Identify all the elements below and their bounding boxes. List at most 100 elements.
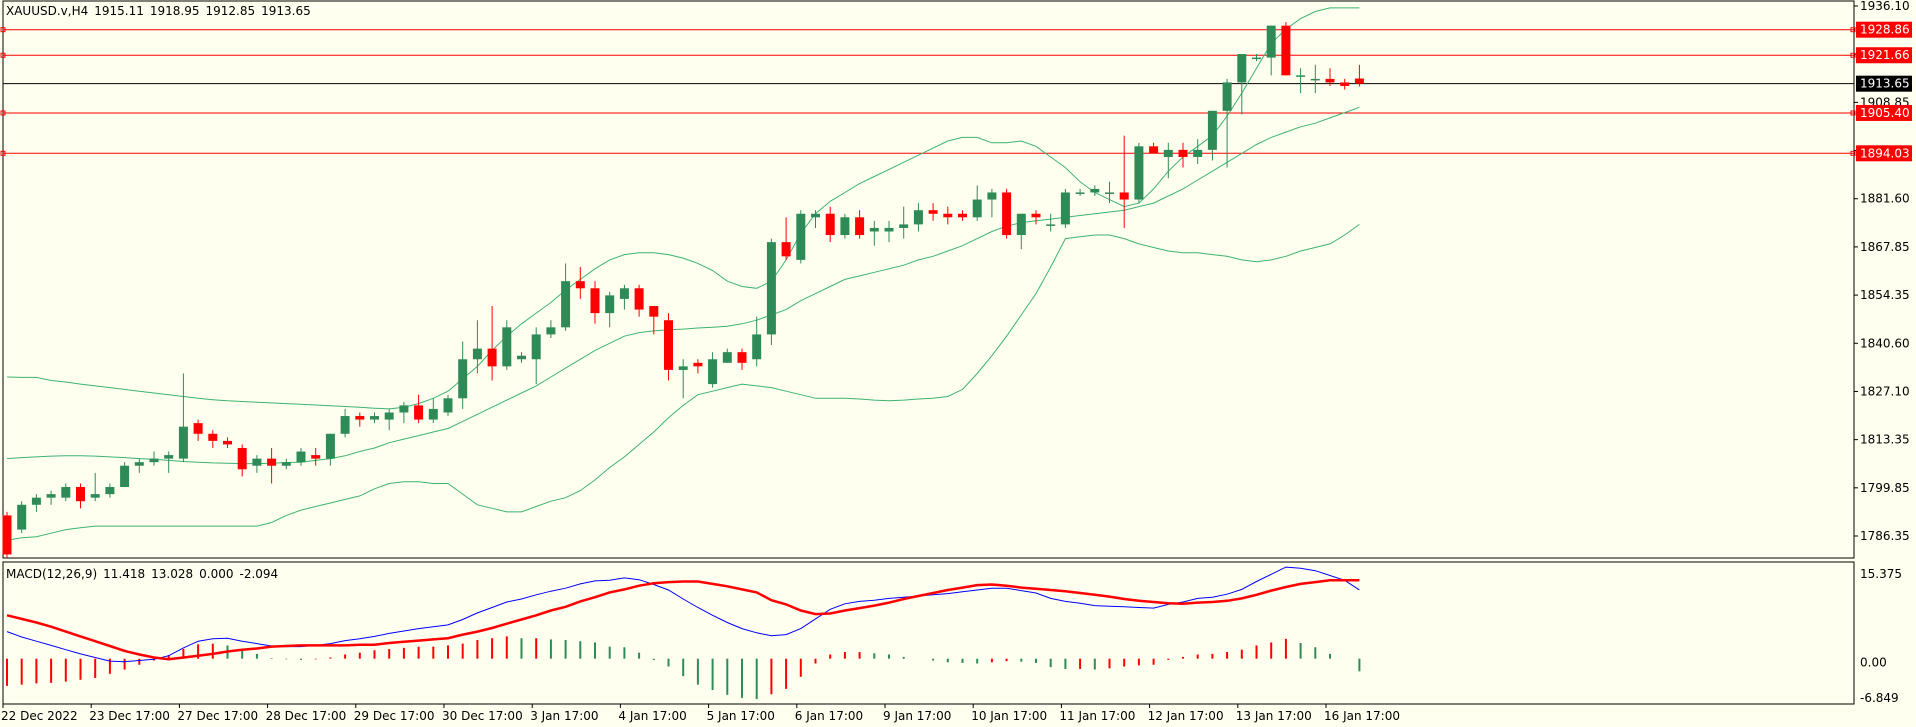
macd-signal-line [6, 578, 1360, 661]
bollinger-middle-band [6, 106, 1360, 465]
symbol-label: XAUUSD.v,H4 [6, 4, 89, 18]
bull-candle [502, 327, 512, 367]
bull-candle [149, 458, 159, 463]
macd-info-header: MACD(12,26,9) 11.418 13.028 0.000 -2.094 [6, 567, 284, 581]
bear-candle [943, 213, 953, 218]
bear-candle [634, 288, 644, 310]
level-price-label: 1921.66 [1860, 48, 1910, 62]
bear-candle [958, 213, 967, 218]
macd-macd-line [6, 566, 1360, 663]
bear-candle [855, 217, 865, 236]
bull-candle [281, 462, 291, 466]
bull-candle [384, 412, 394, 420]
level-price-label: 1905.40 [1860, 106, 1910, 120]
close-value: 1913.65 [261, 4, 311, 18]
bull-candle [1222, 82, 1232, 111]
bear-candle [693, 362, 703, 367]
bull-candle [17, 504, 27, 530]
bear-candle [737, 352, 747, 363]
bull-candle [1046, 224, 1056, 226]
macd-axis-label: -6.849 [1860, 691, 1899, 705]
bear-candle [223, 440, 232, 445]
time-axis-label: 9 Jan 17:00 [883, 709, 951, 723]
bear-candle [664, 320, 673, 370]
bear-candle [76, 487, 85, 502]
bear-candle [311, 455, 321, 459]
macd-signal-value: 13.028 [151, 567, 194, 581]
bear-candle [1149, 146, 1159, 154]
level-line-handle [0, 110, 6, 116]
bear-candle [1325, 78, 1335, 83]
bull-candle [678, 366, 688, 370]
price-axis-label: 1813.35 [1860, 433, 1910, 447]
bull-candle [1252, 57, 1261, 60]
time-axis-label: 4 Jan 17:00 [618, 709, 686, 723]
macd-axis-label: 15.375 [1860, 567, 1902, 581]
bull-candle [370, 416, 379, 420]
bull-candle [752, 334, 762, 360]
bear-candle [193, 423, 203, 434]
bull-candle [61, 487, 71, 498]
price-axis-label: 1799.85 [1860, 481, 1910, 495]
bull-candle [296, 451, 306, 463]
level-line-handle [0, 52, 6, 58]
bull-candle [840, 217, 850, 236]
time-axis-label: 6 Jan 17:00 [795, 709, 863, 723]
bull-candle [31, 497, 41, 505]
bull-candle [178, 426, 188, 459]
bollinger-upper-band [6, 7, 1360, 410]
bull-candle [1016, 213, 1026, 236]
bear-candle [267, 458, 277, 466]
bear-candle [208, 433, 218, 441]
bull-candle [399, 405, 409, 413]
level-price-tag [1856, 145, 1912, 162]
level-price-label: 1928.86 [1860, 23, 1910, 37]
open-value: 1915.11 [94, 4, 144, 18]
bear-candle [1002, 192, 1012, 236]
bear-candle [1354, 78, 1364, 84]
bull-candle [1193, 149, 1203, 157]
time-axis-label: 12 Jan 17:00 [1148, 709, 1224, 723]
bull-candle [105, 487, 115, 495]
bollinger-lower-band [6, 223, 1360, 541]
level-line-handle [1850, 110, 1856, 116]
bull-candle [120, 465, 130, 488]
macd-value-3: 0.000 [199, 567, 234, 581]
bull-candle [766, 242, 776, 335]
time-axis-label: 5 Jan 17:00 [707, 709, 775, 723]
bull-candle [164, 455, 174, 459]
time-axis-label: 30 Dec 17:00 [442, 709, 523, 723]
time-axis-label: 3 Jan 17:00 [530, 709, 598, 723]
bear-candle [928, 210, 938, 214]
bull-candle [869, 227, 879, 232]
level-price-label: 1894.03 [1860, 146, 1910, 160]
bull-candle [1134, 146, 1144, 200]
price-axis-label: 1936.10 [1860, 0, 1910, 13]
level-price-tag [1856, 47, 1912, 64]
bull-candle [1296, 75, 1306, 77]
bear-candle [2, 515, 12, 555]
current-price-tag [1856, 75, 1912, 92]
bear-candle [649, 306, 659, 317]
bull-candle [1266, 25, 1276, 58]
macd-axis-label: 0.00 [1860, 656, 1887, 670]
time-axis-label: 11 Jan 17:00 [1059, 709, 1135, 723]
price-axis-label: 1840.60 [1860, 336, 1910, 350]
bear-candle [487, 348, 497, 367]
bull-candle [472, 348, 482, 360]
bull-candle [546, 327, 556, 335]
macd-value-4: -2.094 [239, 567, 279, 581]
macd-main-value: 11.418 [103, 567, 146, 581]
bull-candle [517, 355, 526, 360]
high-value: 1918.95 [149, 4, 200, 18]
level-line-handle [1850, 150, 1856, 156]
bull-candle [134, 462, 144, 466]
bear-candle [575, 281, 585, 289]
price-axis-label: 1881.60 [1860, 192, 1910, 206]
bull-candle [428, 408, 438, 420]
bull-candle [1075, 192, 1085, 194]
time-axis-label: 22 Dec 2022 [1, 709, 78, 723]
